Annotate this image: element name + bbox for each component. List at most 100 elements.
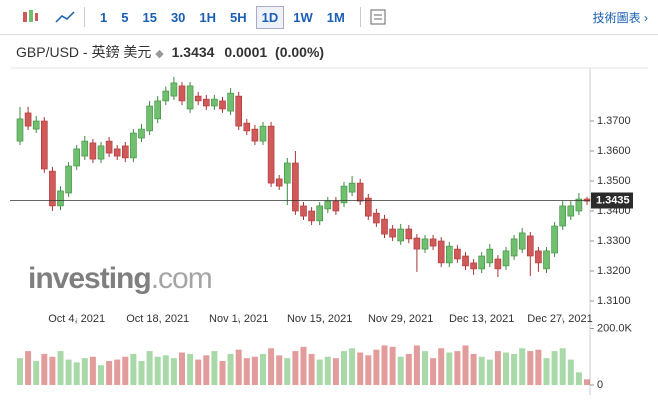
y-tick-label: 1.3600 — [597, 145, 631, 157]
volume-bar — [535, 349, 542, 385]
pin-icon[interactable]: ◆ — [155, 48, 164, 60]
candle-body — [219, 100, 226, 110]
interval-button[interactable]: 5 — [121, 9, 129, 25]
volume-bar — [187, 353, 194, 385]
interval-button[interactable]: 15 — [142, 9, 157, 25]
change: 0.0001 — [224, 44, 268, 60]
candle-body — [40, 120, 48, 170]
x-tick-label: Dec 13, 2021 — [449, 313, 514, 325]
volume-bar — [478, 356, 485, 385]
candle-body — [518, 232, 526, 250]
candle-body — [259, 125, 267, 142]
interval-button[interactable]: 1M — [326, 9, 345, 25]
candle-body — [178, 85, 186, 102]
candle-body — [421, 238, 429, 250]
volume-bar — [49, 356, 56, 385]
watermark-suffix: .com — [151, 262, 212, 295]
change-pct: (0.00%) — [275, 44, 325, 60]
volume-bar — [470, 353, 477, 385]
volume-bar — [203, 355, 210, 385]
volume-bar — [332, 358, 339, 385]
volume-bar — [575, 372, 582, 385]
candle-body — [478, 255, 486, 270]
quote-header: GBP/USD - 英鎊 美元 ◆ 1.3434 0.0001 (0.00%) — [16, 42, 324, 62]
last-price-box — [591, 192, 633, 209]
volume-bar — [357, 352, 364, 385]
candle-body — [510, 238, 518, 257]
x-tick-label: Oct 18, 2021 — [126, 313, 189, 325]
candle-body — [462, 255, 469, 267]
volume-bar — [584, 379, 590, 385]
candle-body — [49, 170, 56, 207]
volume-bar — [551, 351, 558, 385]
line-icon[interactable] — [54, 7, 76, 27]
volume-tick-label: 0 — [597, 379, 603, 391]
candle-icon[interactable] — [20, 7, 40, 27]
candle-body — [502, 250, 510, 267]
candle-body — [227, 92, 234, 112]
volume-bar — [438, 348, 445, 385]
volume-bar — [81, 358, 88, 385]
candle-body — [389, 228, 396, 238]
candle-body — [105, 140, 113, 154]
volume-bar — [413, 345, 420, 385]
volume-bar — [324, 356, 331, 385]
candle-body — [57, 190, 64, 207]
candle-body — [340, 185, 348, 204]
symbol: GBP/USD - 英鎊 美元 — [16, 44, 152, 60]
candle-body — [186, 85, 194, 110]
interval-button[interactable]: 30 — [170, 9, 186, 25]
volume-bar — [430, 358, 437, 385]
volume-bar — [235, 349, 242, 385]
interval-button[interactable]: 1D — [255, 5, 285, 29]
candle-body — [138, 128, 145, 139]
volume-bar — [559, 348, 566, 385]
candle-body — [122, 145, 129, 159]
candle-body — [235, 95, 242, 127]
volume-bar — [138, 360, 145, 385]
candle-body — [364, 197, 372, 217]
volume-bar — [268, 348, 275, 385]
interval-button[interactable]: 1W — [293, 9, 313, 25]
volume-bar — [170, 358, 177, 385]
volume-bar — [130, 353, 137, 385]
tech-chart-link[interactable]: 技術圖表 › — [592, 10, 648, 25]
volume-bar — [89, 356, 96, 385]
candle-body — [194, 95, 202, 102]
candle-body — [445, 245, 453, 264]
volume-bar — [162, 355, 169, 385]
candle-body — [324, 200, 332, 210]
y-tick-label: 1.3300 — [597, 235, 631, 247]
volume-bar — [494, 351, 501, 385]
volume-bar — [389, 346, 396, 385]
volume-bar — [211, 351, 218, 385]
volume-bar — [349, 348, 356, 385]
volume-bar — [454, 351, 461, 385]
candle-body — [113, 148, 121, 157]
toolbar: 1 5 15 30 1H 5H 1D 1W 1M 技術圖表 › — [0, 0, 658, 35]
settings-icon[interactable] — [369, 8, 387, 26]
candle-body — [251, 128, 259, 142]
x-tick-label: Nov 15, 2021 — [287, 313, 352, 325]
volume-bar — [486, 359, 493, 385]
volume-bar — [98, 365, 104, 385]
volume-bar — [462, 345, 469, 385]
volume-bar — [260, 353, 266, 385]
interval-button[interactable]: 5H — [230, 9, 247, 25]
candle-body — [470, 262, 477, 270]
candle-body — [308, 210, 315, 222]
candle-body — [559, 205, 567, 227]
interval-button[interactable]: 1H — [199, 9, 217, 25]
candle-body — [575, 198, 583, 212]
candle-body — [211, 98, 218, 107]
interval-button[interactable]: 1 — [100, 9, 108, 25]
volume-bar — [284, 358, 291, 385]
volume-bar — [146, 351, 153, 385]
y-tick-label: 1.3500 — [597, 175, 631, 187]
volume-bar — [300, 346, 307, 385]
candle-body — [170, 82, 178, 97]
volume-tick-label: 200.0K — [597, 322, 633, 334]
watermark-brand: investing — [28, 262, 151, 295]
volume-bar — [341, 351, 347, 385]
